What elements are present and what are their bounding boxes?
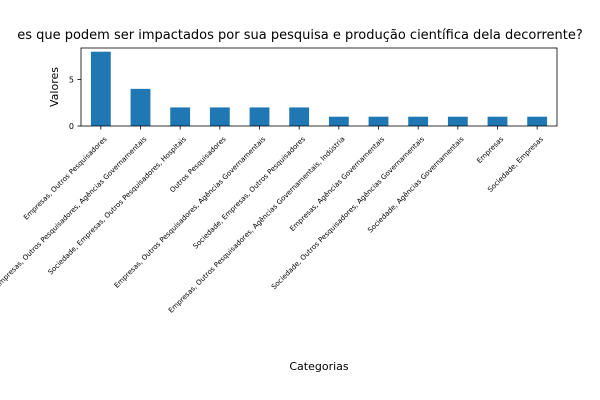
x-tick-label: Sociedade, Empresas, Outros Pesquisadore… (47, 135, 189, 277)
x-tick-label: Sociedade, Outros Pesquisadores, Agência… (270, 135, 426, 291)
x-tick-label: Empresas (475, 135, 505, 165)
bar-3 (170, 107, 191, 126)
x-axis-ticks: Empresas, Outros PesquisadoresSociedade,… (0, 126, 545, 319)
bar-9 (408, 116, 429, 126)
x-tick-label: Empresas, Outros Pesquisadores, Agências… (113, 135, 268, 290)
x-tick-label: Empresas, Outros Pesquisadores (22, 135, 109, 222)
bar-10 (447, 116, 468, 126)
bar-6 (289, 107, 310, 126)
bar-2 (130, 88, 151, 126)
bar-7 (328, 116, 349, 126)
bar-1 (90, 51, 111, 126)
bar-5 (249, 107, 270, 126)
y-axis-label: Valores (48, 67, 61, 107)
plot-frame (80, 47, 558, 127)
bar-12 (527, 116, 548, 126)
x-tick-label: Sociedade, Empresas, Outros Pesquisadore… (0, 135, 149, 319)
y-axis-ticks: 05 (69, 76, 81, 131)
bar-8 (368, 116, 389, 126)
x-axis-label: Categorias (289, 360, 349, 373)
bar-11 (487, 116, 508, 126)
y-tick-label: 0 (69, 122, 74, 131)
plot-area: 05 Empresas, Outros PesquisadoresSocieda… (0, 47, 558, 319)
chart-title: es que podem ser impactados por sua pesq… (17, 28, 583, 43)
bars-group (90, 51, 548, 126)
bar-4 (209, 107, 230, 126)
y-tick-label: 5 (69, 76, 74, 85)
